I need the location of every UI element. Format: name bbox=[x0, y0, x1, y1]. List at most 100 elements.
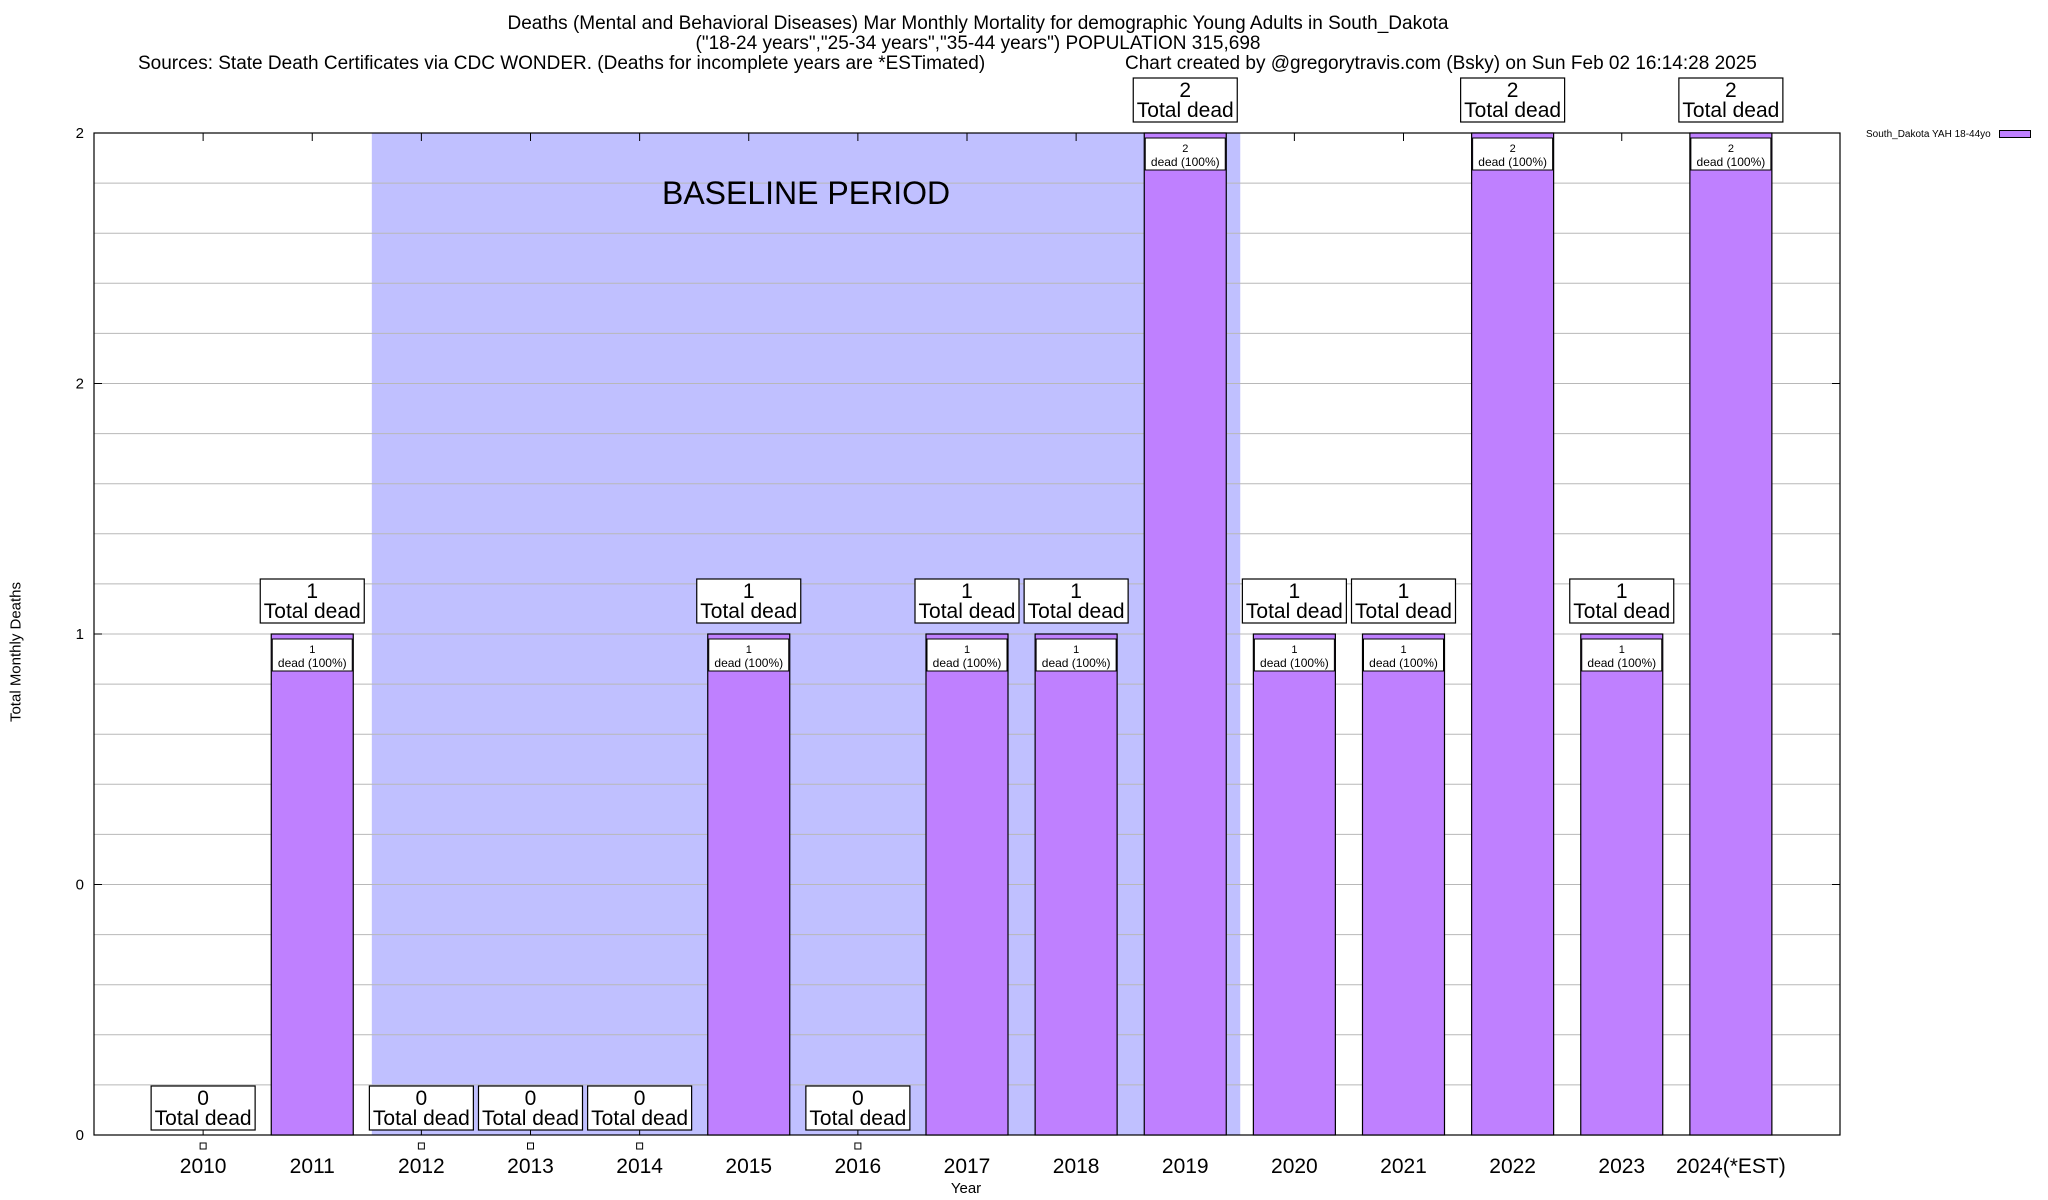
y-tick-label: 2 bbox=[76, 376, 84, 393]
total-label-value-2012: 0 bbox=[416, 1087, 428, 1110]
bar-2018 bbox=[1034, 633, 1118, 1136]
total-label-box-2012 bbox=[368, 1085, 474, 1131]
total-label-suffix-2017: Total dead bbox=[919, 600, 1016, 623]
zero-marker-2010 bbox=[199, 1142, 207, 1150]
total-label-value-2011: 1 bbox=[306, 580, 318, 603]
bar-inner-suffix-2024(*EST): dead (100%) bbox=[1697, 155, 1766, 169]
legend-swatch bbox=[1998, 130, 2031, 139]
bar-inner-value-2017: 1 bbox=[964, 644, 970, 656]
bar-inner-label-box-2024(*EST) bbox=[1690, 137, 1772, 171]
legend: South_Dakota YAH 18-44yo bbox=[1866, 129, 2031, 140]
y-tick-label: 2 bbox=[76, 125, 84, 142]
total-label-value-2013: 0 bbox=[525, 1087, 537, 1110]
bar-inner-label-box-2021 bbox=[1363, 638, 1444, 672]
total-label-box-2015 bbox=[696, 578, 802, 624]
bar-inner-suffix-2021: dead (100%) bbox=[1369, 656, 1438, 670]
total-label-value-2024(*EST): 2 bbox=[1725, 79, 1737, 102]
total-label-box-2013 bbox=[477, 1085, 584, 1131]
bar-inner-label-box-2017 bbox=[926, 638, 1008, 672]
x-tick-label-2012: 2012 bbox=[398, 1155, 445, 1178]
total-label-box-2023 bbox=[1569, 578, 1675, 624]
bar-inner-value-2021: 1 bbox=[1400, 644, 1406, 656]
bar-inner-suffix-2015: dead (100%) bbox=[714, 656, 783, 670]
bar-inner-value-2023: 1 bbox=[1619, 644, 1625, 656]
total-label-value-2022: 2 bbox=[1507, 79, 1519, 102]
bar-2022 bbox=[1471, 132, 1555, 1136]
total-label-suffix-2015: Total dead bbox=[700, 600, 797, 623]
total-label-box-2010 bbox=[150, 1085, 256, 1131]
total-label-value-2020: 1 bbox=[1289, 580, 1301, 603]
bar-inner-label-box-2011 bbox=[271, 638, 353, 672]
bar-2024(*EST) bbox=[1689, 132, 1773, 1136]
total-label-suffix-2019: Total dead bbox=[1137, 99, 1234, 122]
total-label-box-2018 bbox=[1023, 578, 1129, 624]
y-tick-label: 0 bbox=[76, 877, 84, 894]
y-axis-label: Total Monthly Deaths bbox=[7, 581, 25, 723]
bar-inner-label-box-2023 bbox=[1581, 638, 1663, 672]
chart-title-line1: Deaths (Mental and Behavioral Diseases) … bbox=[507, 13, 1449, 34]
total-label-suffix-2022: Total dead bbox=[1464, 99, 1561, 122]
total-label-box-2016 bbox=[805, 1085, 911, 1131]
total-label-suffix-2018: Total dead bbox=[1028, 600, 1125, 623]
total-label-suffix-2021: Total dead bbox=[1355, 600, 1452, 623]
total-label-suffix-2012: Total dead bbox=[373, 1107, 470, 1130]
total-label-suffix-2011: Total dead bbox=[264, 600, 361, 623]
bar-inner-value-2015: 1 bbox=[746, 644, 752, 656]
bar-inner-suffix-2019: dead (100%) bbox=[1151, 155, 1220, 169]
bar-inner-suffix-2020: dead (100%) bbox=[1260, 656, 1329, 670]
total-label-value-2016: 0 bbox=[852, 1087, 864, 1110]
legend-series-name: South_Dakota YAH 18-44yo bbox=[1866, 129, 1991, 140]
bar-2017 bbox=[925, 633, 1009, 1136]
total-label-suffix-2023: Total dead bbox=[1573, 600, 1670, 623]
chart-sources: Sources: State Death Certificates via CD… bbox=[138, 53, 986, 74]
total-label-suffix-2010: Total dead bbox=[155, 1107, 252, 1130]
total-label-suffix-2016: Total dead bbox=[809, 1107, 906, 1130]
bar-inner-suffix-2017: dead (100%) bbox=[933, 656, 1002, 670]
bar-inner-suffix-2018: dead (100%) bbox=[1042, 656, 1111, 670]
total-label-value-2014: 0 bbox=[634, 1087, 646, 1110]
x-tick-label-2016: 2016 bbox=[835, 1155, 882, 1178]
zero-marker-2016 bbox=[854, 1142, 862, 1150]
x-tick-label-2021: 2021 bbox=[1380, 1155, 1427, 1178]
zero-marker-2014 bbox=[636, 1142, 644, 1150]
total-label-value-2021: 1 bbox=[1398, 580, 1410, 603]
total-label-value-2017: 1 bbox=[961, 580, 973, 603]
x-tick-label-2013: 2013 bbox=[507, 1155, 554, 1178]
total-label-box-2017 bbox=[914, 578, 1020, 624]
y-tick-label: 1 bbox=[76, 626, 84, 643]
total-label-value-2010: 0 bbox=[197, 1087, 209, 1110]
bar-inner-label-box-2020 bbox=[1253, 638, 1335, 672]
bar-inner-value-2018: 1 bbox=[1073, 644, 1079, 656]
x-tick-label-2017: 2017 bbox=[944, 1155, 991, 1178]
bar-inner-value-2019: 2 bbox=[1182, 143, 1188, 155]
bar-2020 bbox=[1252, 633, 1336, 1136]
total-label-value-2019: 2 bbox=[1179, 79, 1191, 102]
x-tick-label-2010: 2010 bbox=[180, 1155, 227, 1178]
bar-2019 bbox=[1143, 132, 1227, 1136]
x-tick-label-2015: 2015 bbox=[725, 1155, 772, 1178]
total-label-box-2011 bbox=[259, 578, 365, 624]
x-tick-label-2020: 2020 bbox=[1271, 1155, 1318, 1178]
baseline-label: BASELINE PERIOD bbox=[662, 175, 950, 211]
x-tick-label-2014: 2014 bbox=[616, 1155, 663, 1178]
x-tick-label-2023: 2023 bbox=[1598, 1155, 1645, 1178]
zero-marker-2012 bbox=[417, 1142, 425, 1150]
x-tick-label-2011: 2011 bbox=[290, 1155, 335, 1178]
chart-title-line2: ("18-24 years","25-34 years","35-44 year… bbox=[695, 33, 1261, 54]
total-label-suffix-2014: Total dead bbox=[591, 1107, 688, 1130]
bar-2011 bbox=[270, 633, 354, 1136]
x-tick-label-2022: 2022 bbox=[1489, 1155, 1536, 1178]
chart-credit: Chart created by @gregorytravis.com (Bsk… bbox=[1125, 53, 1757, 74]
bar-2021 bbox=[1361, 633, 1446, 1136]
bar-inner-suffix-2023: dead (100%) bbox=[1587, 656, 1656, 670]
total-label-box-2019 bbox=[1132, 77, 1238, 123]
bar-inner-value-2020: 1 bbox=[1291, 644, 1297, 656]
y-tick-label: 0 bbox=[76, 1127, 84, 1144]
total-label-box-2020 bbox=[1241, 578, 1347, 624]
bar-inner-label-box-2018 bbox=[1035, 638, 1117, 672]
total-label-box-2024(*EST) bbox=[1678, 77, 1784, 123]
total-label-box-2022 bbox=[1460, 77, 1566, 123]
total-label-value-2018: 1 bbox=[1070, 580, 1082, 603]
x-axis-label: Year bbox=[950, 1180, 982, 1197]
